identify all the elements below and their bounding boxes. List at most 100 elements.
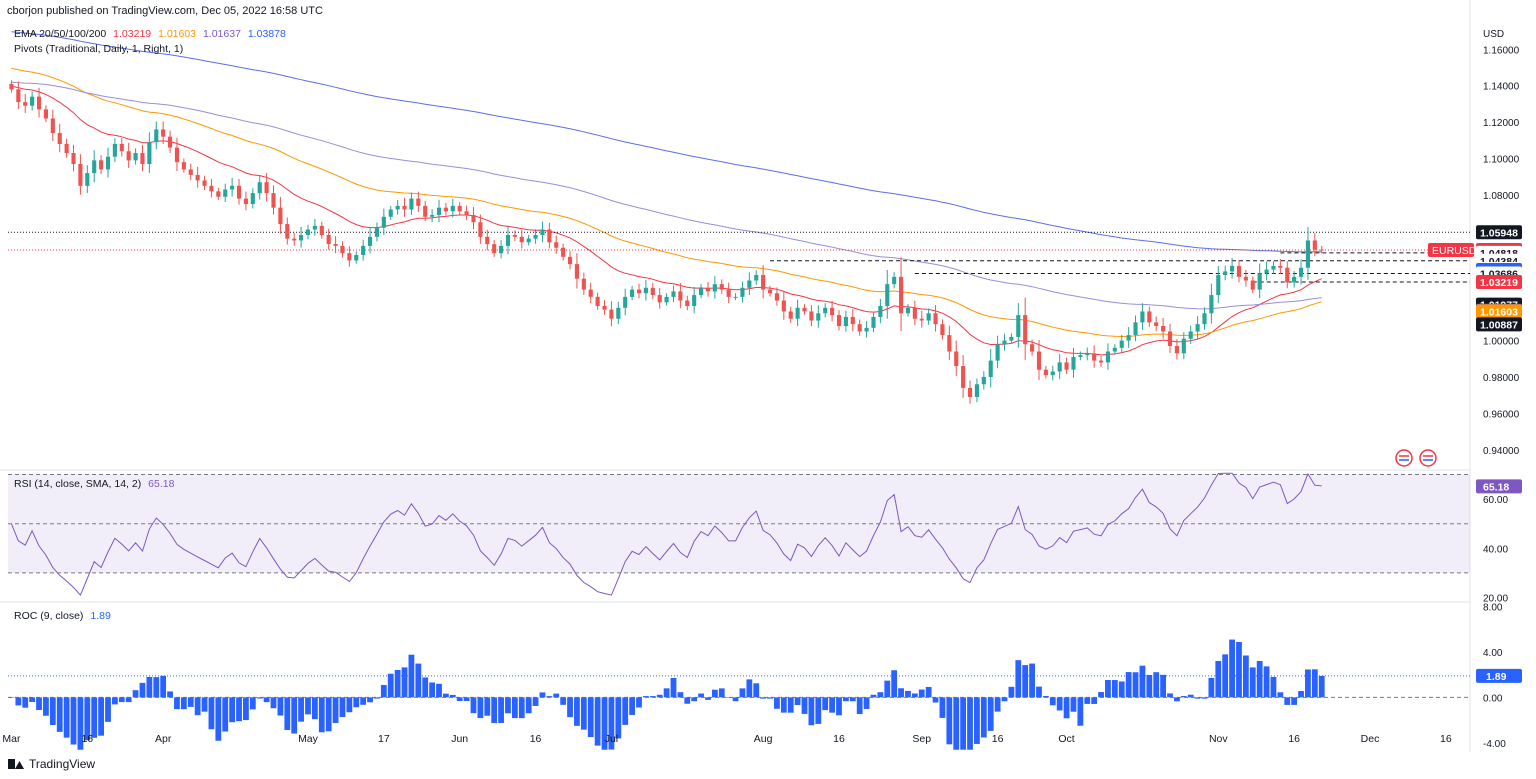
candle-body	[926, 313, 931, 321]
roc-bar	[670, 677, 677, 698]
candle-body	[533, 234, 538, 239]
roc-bar	[884, 680, 891, 698]
roc-bar	[139, 682, 146, 698]
roc-bar	[760, 697, 767, 699]
roc-legend[interactable]: ROC (9, close) 1.89	[14, 610, 115, 622]
roc-bar	[656, 694, 663, 698]
roc-bar	[1180, 696, 1187, 698]
roc-bar	[256, 697, 263, 699]
roc-bar	[332, 697, 339, 723]
y-tick-label: 1.08000	[1483, 191, 1520, 202]
roc-bar	[463, 697, 470, 702]
candle-body	[1161, 326, 1166, 332]
candle-body	[243, 198, 248, 205]
rsi-legend[interactable]: RSI (14, close, SMA, 14, 2) 65.18	[14, 478, 178, 490]
rsi-value-bg	[1476, 479, 1522, 494]
roc-bar	[794, 697, 801, 706]
candle-body	[726, 289, 731, 297]
tradingview-footer[interactable]: TradingView	[8, 757, 95, 771]
roc-bar	[718, 688, 725, 698]
roc-bar	[546, 696, 553, 698]
candle-body	[1002, 340, 1007, 345]
roc-bar	[1194, 697, 1201, 699]
us-flag-icon[interactable]	[1395, 449, 1413, 467]
roc-bar	[22, 697, 29, 708]
candle-body	[464, 211, 469, 215]
roc-bar	[1249, 667, 1256, 698]
roc-bar	[691, 697, 698, 702]
roc-bar	[243, 697, 249, 721]
roc-bar	[711, 689, 718, 698]
candle-body	[1230, 265, 1235, 272]
candle-body	[1305, 240, 1311, 268]
candle-body	[581, 278, 586, 290]
roc-series	[8, 639, 1325, 750]
roc-bar	[725, 697, 732, 698]
candle-body	[499, 245, 504, 254]
roc-bar	[953, 697, 960, 750]
candle-body	[409, 198, 414, 210]
candle-body	[788, 311, 793, 319]
candle-body	[92, 160, 97, 174]
candle-body	[685, 300, 690, 306]
roc-bar	[346, 697, 353, 713]
roc-bar	[291, 697, 298, 734]
roc-bar	[980, 697, 987, 738]
roc-bar	[311, 697, 318, 720]
candle-body	[795, 307, 800, 319]
roc-bar	[298, 697, 304, 722]
event-flags	[1395, 449, 1437, 467]
roc-bar	[1291, 697, 1298, 705]
candle-body	[636, 289, 642, 294]
pivots-legend[interactable]: Pivots (Traditional, Daily, 1, Right, 1)	[14, 43, 184, 55]
candle-body	[1181, 338, 1186, 354]
roc-bar	[477, 697, 484, 719]
candle-body	[1085, 353, 1090, 356]
candle-body	[105, 156, 111, 170]
candle-body	[112, 143, 117, 157]
candle-body	[809, 311, 814, 321]
x-tick-label: May	[298, 733, 319, 745]
ema-legend[interactable]: EMA 20/50/100/200 1.03219 1.01603 1.0163…	[14, 28, 290, 40]
publish-header: cborjon published on TradingView.com, De…	[7, 5, 323, 17]
roc-bar	[932, 697, 939, 703]
roc-bar	[422, 677, 429, 698]
candle-body	[1312, 240, 1317, 250]
price-label-bg	[1476, 317, 1522, 332]
roc-bar	[367, 697, 373, 703]
roc-bar	[1077, 697, 1084, 726]
roc-bar	[15, 697, 22, 706]
candle-body	[402, 205, 407, 210]
roc-bar	[1270, 676, 1277, 698]
roc-bar	[49, 697, 56, 725]
candle-body	[767, 289, 773, 294]
candle-body	[1154, 322, 1159, 327]
candle-body	[381, 216, 386, 228]
x-tick-label: 16	[1440, 733, 1452, 745]
roc-bar	[574, 697, 580, 726]
roc-bar	[1118, 681, 1125, 698]
candle-body	[1188, 331, 1193, 339]
candle-body	[361, 245, 366, 256]
candle-body	[912, 307, 917, 319]
candle-body	[650, 287, 655, 296]
us-flag-icon[interactable]	[1419, 449, 1437, 467]
roc-bar	[1070, 697, 1077, 712]
roc-bar	[863, 697, 870, 709]
candle-body	[850, 316, 855, 325]
roc-bar	[994, 697, 1001, 712]
y-tick-label: 1.16000	[1483, 45, 1520, 56]
ema100-value: 1.01637	[202, 28, 241, 40]
x-tick-label: Jul	[605, 733, 618, 745]
roc-value-bg	[1476, 668, 1522, 683]
roc-bar	[622, 697, 629, 725]
candle-body	[285, 224, 290, 239]
rsi-legend-label: RSI (14, close, SMA, 14, 2)	[14, 478, 142, 490]
roc-bar	[739, 688, 746, 698]
candle-body	[181, 162, 186, 170]
candle-body	[1133, 322, 1138, 336]
roc-bar	[1263, 666, 1270, 698]
roc-bar	[449, 694, 456, 698]
roc-bar	[698, 693, 704, 698]
